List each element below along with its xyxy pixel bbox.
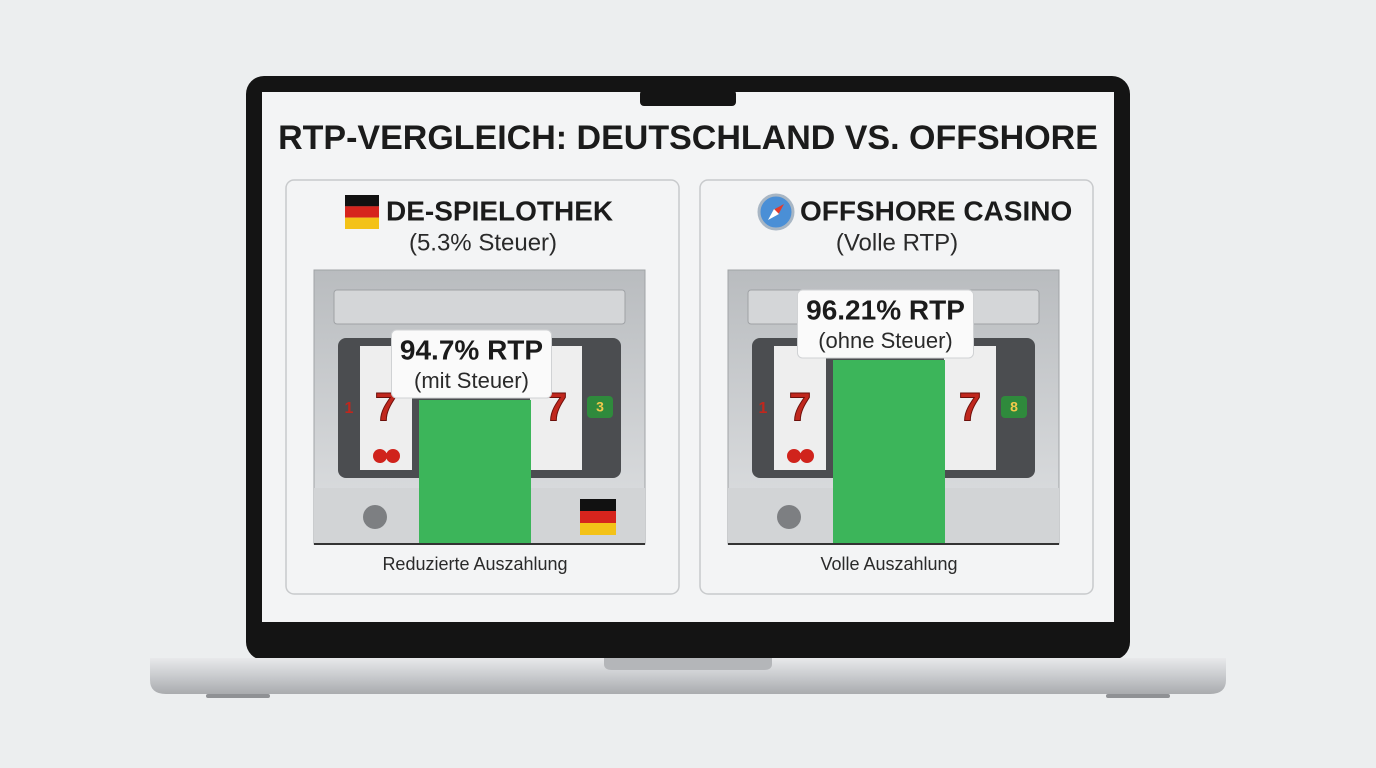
reel-symbol: 7 [789, 386, 811, 430]
slot-topper [333, 289, 626, 325]
reel-badge [1001, 396, 1027, 418]
laptop-foot [1106, 694, 1170, 698]
panel: OFFSHORE CASINO (Volle RTP) 1 7 7 8 96.21% RTP… [699, 179, 1094, 595]
reel-badge [587, 396, 613, 418]
flag-stripe [580, 523, 616, 535]
rtp-label: 96.21% RTP [806, 294, 965, 325]
panel: DE-SPIELOTHEK(5.3% Steuer)1 7 7 394.7% RTP(… [285, 179, 680, 595]
flag-stripe [580, 511, 616, 523]
panels: DE-SPIELOTHEK (5.3% Steuer) 1 7 7 3 94.7% RTP (… [285, 179, 1094, 595]
flag-ring [344, 194, 380, 230]
panel-heading: DE-SPIELOTHEK [386, 195, 613, 226]
flag-stripe [580, 499, 616, 511]
rtp-note: (ohne Steuer) [818, 328, 953, 353]
cherry [373, 449, 387, 463]
laptop-base [150, 658, 1226, 694]
rtp-label-box [797, 289, 974, 359]
cherry [800, 449, 814, 463]
reel-symbol: 7 [959, 386, 981, 430]
slot-button [363, 505, 387, 529]
reel [774, 346, 826, 470]
flag-stripe [345, 206, 379, 218]
panel-caption: Volle Auszahlung [820, 554, 957, 574]
panel-caption: Reduzierte Auszahlung [382, 554, 567, 574]
notch [640, 90, 736, 106]
reel-symbol: 8 [1010, 399, 1018, 415]
cherry [787, 449, 801, 463]
laptop-foot [206, 694, 270, 698]
rtp-bar [833, 360, 945, 543]
reel-symbol: 7 [375, 386, 397, 430]
title: RTP-VERGLEICH: DEUTSCHLAND VS. OFFSHORE [278, 119, 1098, 157]
compass-needle [768, 209, 779, 220]
flag-stripe [345, 195, 379, 207]
panel-heading: OFFSHORE CASINO [800, 195, 1072, 226]
panel-subheading: (5.3% Steuer) [409, 229, 557, 256]
reel [944, 346, 996, 470]
flag-stripe [345, 217, 379, 229]
cherry [386, 449, 400, 463]
rtp-note: (mit Steuer) [414, 368, 529, 393]
rtp-label-box [391, 329, 552, 399]
panel-subheading: (Volle RTP) [836, 229, 958, 256]
reel-symbol: 1 [759, 400, 768, 417]
reel-symbol: 1 [345, 400, 354, 417]
trackpad-notch [604, 658, 772, 670]
reel-symbol: 3 [596, 399, 604, 415]
rtp-bar [419, 400, 531, 543]
rtp-label: 94.7% RTP [400, 334, 543, 365]
slot-button [777, 505, 801, 529]
